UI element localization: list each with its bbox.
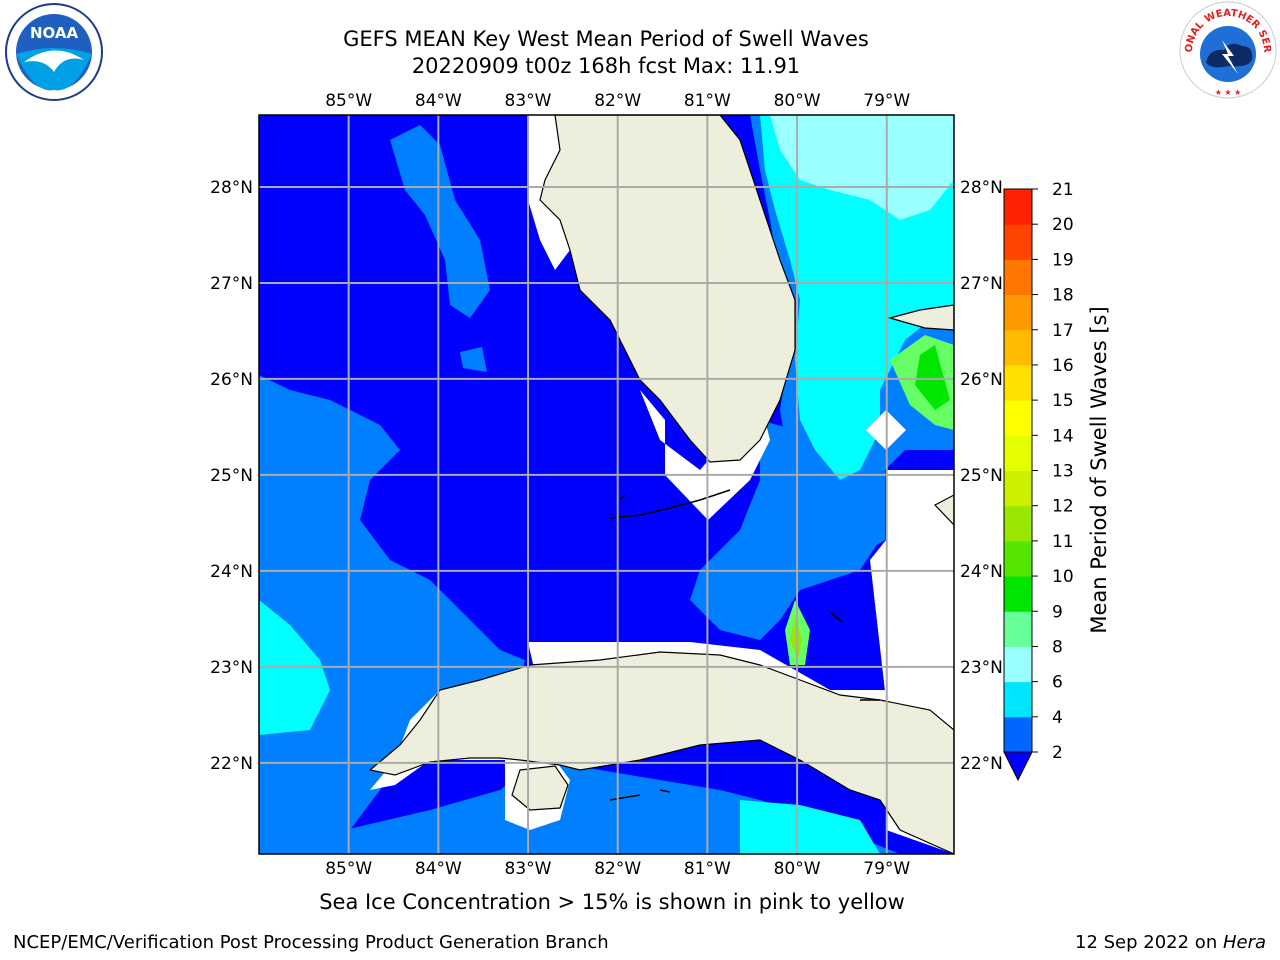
lon-label-bottom: 84°W [415, 859, 462, 879]
lat-label-left: 27°N [210, 274, 253, 294]
contour-region-nw [390, 125, 490, 318]
lon-label-top: 81°W [684, 91, 731, 111]
colorbar-segment [1004, 540, 1032, 577]
colorbar-tick-label: 10 [1052, 567, 1074, 587]
colorbar-segment [1004, 716, 1032, 753]
lon-label-top: 80°W [774, 91, 821, 111]
lon-label-bottom: 79°W [863, 859, 910, 879]
colorbar-tick-label: 19 [1052, 250, 1074, 270]
colorbar-tick-label: 14 [1052, 426, 1074, 446]
colorbar-segment [1004, 259, 1032, 296]
lon-label-top: 83°W [505, 91, 552, 111]
colorbar-label: Mean Period of Swell Waves [s] [1087, 306, 1111, 633]
colorbar-tick-label: 20 [1052, 215, 1074, 235]
contour-region-lightcyan [770, 115, 954, 220]
colorbar-tick-label: 6 [1052, 673, 1063, 693]
colorbar-segment [1004, 646, 1032, 683]
contour-region-patch [460, 347, 487, 372]
colorbar-extend-arrow [1003, 751, 1033, 782]
colorbar-tick-label: 4 [1052, 708, 1063, 728]
chart-title: GEFS MEAN Key West Mean Period of Swell … [343, 27, 869, 51]
contour-region-south [259, 760, 900, 854]
lat-label-right: 26°N [960, 370, 1003, 390]
lat-label-right: 27°N [960, 274, 1003, 294]
colorbar-segment [1004, 189, 1032, 225]
colorbar-tick-label: 2 [1052, 743, 1063, 763]
colorbar-tick-label: 13 [1052, 462, 1074, 482]
colorbar-tick-label: 15 [1052, 391, 1074, 411]
lat-labels-left: 28°N 27°N 26°N 25°N 24°N 23°N 22°N [210, 178, 253, 774]
chart-subtitle: 20220909 t00z 168h fcst Max: 11.91 [411, 54, 801, 78]
colorbar-tick-label: 17 [1052, 321, 1074, 341]
lon-label-bottom: 82°W [594, 859, 641, 879]
contour-region-west [259, 375, 525, 854]
land-isla-juventud [511, 765, 569, 811]
colorbar-tick-label: 8 [1052, 637, 1063, 657]
lon-labels-bottom: 85°W 84°W 83°W 82°W 81°W 80°W 79°W [325, 859, 910, 879]
colorbar-segment [1004, 364, 1032, 401]
colorbar: 21 20 19 18 17 16 15 14 13 12 11 10 9 8 6 4 2 [1003, 180, 1074, 782]
colorbar-tick-label: 12 [1052, 497, 1074, 517]
footer-date: 12 Sep 2022 on Hera [1075, 932, 1266, 953]
lat-label-left: 25°N [210, 466, 253, 486]
colorbar-tick-label: 9 [1052, 602, 1063, 622]
colorbar-segment [1004, 681, 1032, 718]
map-frame [258, 114, 955, 855]
contour-region-green-core [915, 345, 950, 410]
sea-ice-note: Sea Ice Concentration > 15% is shown in … [319, 890, 905, 914]
lat-label-right: 23°N [960, 658, 1003, 678]
land-cuba [368, 651, 954, 854]
lon-label-bottom: 85°W [325, 859, 372, 879]
footer-machine: Hera [1222, 932, 1266, 953]
contour-region-cyan-south [740, 800, 880, 854]
land-florida [539, 115, 796, 463]
colorbar-segment [1004, 400, 1032, 436]
lon-label-bottom: 83°W [505, 859, 552, 879]
land-bahamas-south [934, 494, 954, 526]
lat-labels-right: 28°N 27°N 26°N 25°N 24°N 23°N 22°N [960, 178, 1003, 774]
map-gridlines [259, 115, 954, 854]
colorbar-tick-label: 21 [1052, 180, 1074, 200]
lon-labels-top: 85°W 84°W 83°W 82°W 81°W 80°W 79°W [325, 91, 910, 111]
lat-label-left: 23°N [210, 658, 253, 678]
colorbar-segment [1004, 435, 1032, 471]
land-bahamas [887, 304, 954, 331]
lon-label-top: 79°W [863, 91, 910, 111]
footer-credit: NCEP/EMC/Verification Post Processing Pr… [13, 932, 609, 953]
lon-label-top: 84°W [415, 91, 462, 111]
lon-label-top: 85°W [325, 91, 372, 111]
lat-label-left: 24°N [210, 562, 253, 582]
colorbar-tick-label: 18 [1052, 286, 1074, 306]
noaa-logo: NOAA [5, 3, 103, 101]
lat-label-right: 24°N [960, 562, 1003, 582]
masked-area-keys [640, 390, 770, 520]
colorbar-tick-label: 11 [1052, 532, 1074, 552]
noaa-logo-text: NOAA [30, 24, 79, 42]
lat-label-right: 25°N [960, 466, 1003, 486]
lat-label-right: 28°N [960, 178, 1003, 198]
colorbar-segment [1004, 329, 1032, 366]
svg-text:★ ★ ★: ★ ★ ★ [1215, 88, 1242, 97]
lat-label-right: 22°N [960, 754, 1003, 774]
lat-label-left: 22°N [210, 754, 253, 774]
map-plot-area [259, 115, 954, 854]
coastline-keys [609, 489, 731, 519]
footer-date-text: 12 Sep 2022 on [1075, 932, 1223, 953]
lon-label-bottom: 80°W [774, 859, 821, 879]
colorbar-segment [1004, 470, 1032, 507]
lon-label-top: 82°W [594, 91, 641, 111]
colorbar-tick-label: 16 [1052, 356, 1074, 376]
colorbar-segment [1004, 576, 1032, 612]
contour-region-green-south-core [790, 615, 802, 660]
nws-logo: NATIONAL WEATHER SERVICE ★ ★ ★ [1178, 0, 1277, 99]
coastline-cuba-keys [609, 611, 880, 801]
lat-label-left: 28°N [210, 178, 253, 198]
colorbar-segment [1004, 294, 1032, 331]
lon-label-bottom: 81°W [684, 859, 731, 879]
colorbar-segment [1004, 505, 1032, 542]
colorbar-segment [1004, 224, 1032, 260]
lat-label-left: 26°N [210, 370, 253, 390]
colorbar-segment [1004, 611, 1032, 647]
